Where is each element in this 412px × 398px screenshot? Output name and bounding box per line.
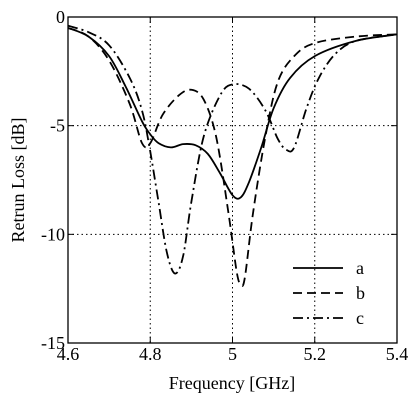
legend-label-b: b: [356, 283, 365, 303]
x-tick-label: 4.6: [57, 344, 80, 364]
y-axis-label: Retrun Loss [dB]: [8, 118, 28, 243]
legend-label-c: c: [356, 308, 364, 328]
plot-frame: [67, 16, 398, 344]
series-layer: [67, 24, 398, 287]
y-tick-label: -15: [41, 333, 65, 353]
tick-label-layer: 4.6 4.8 5 5.2 5.4 0 -5 -10 -15: [41, 7, 408, 364]
x-tick-label: 4.8: [139, 344, 162, 364]
x-axis-label: Frequency [GHz]: [169, 373, 295, 393]
legend: abc: [293, 258, 365, 328]
series-line-a: [67, 27, 398, 200]
x-tick-label: 5: [228, 344, 237, 364]
y-tick-label: -10: [41, 224, 65, 244]
y-tick-label: -5: [50, 116, 65, 136]
x-tick-label: 5.4: [386, 344, 409, 364]
series-line-b: [67, 27, 398, 287]
x-tick-label: 5.2: [304, 344, 327, 364]
legend-label-a: a: [356, 258, 364, 278]
grid-layer: [68, 17, 397, 343]
y-tick-label: 0: [56, 7, 65, 27]
